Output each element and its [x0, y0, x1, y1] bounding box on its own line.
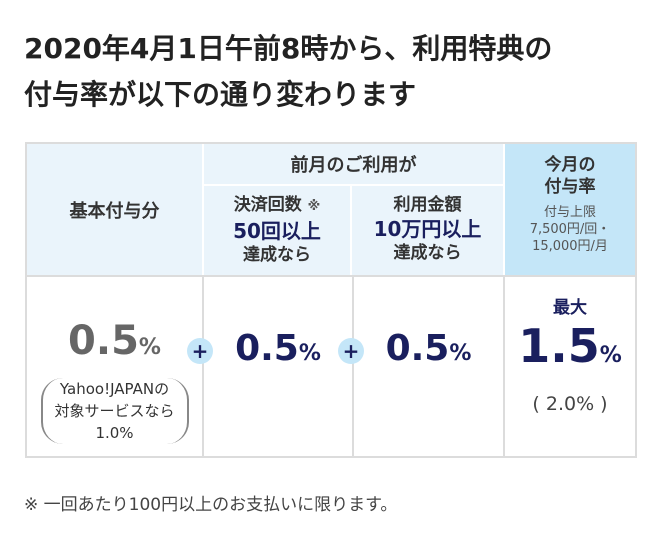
grant-limit-label: 付与上限 [505, 204, 635, 221]
page-headline: 2020年4月1日午前8時から、利用特典の 付与率が以下の通り変わります [24, 26, 639, 118]
percent-sign: % [600, 343, 622, 368]
yahoo-note-line-3: 1.0% [49, 422, 181, 444]
payment-count-condition: 達成なら [204, 244, 350, 266]
percent-sign: % [449, 341, 471, 366]
base-rate-cell: 0.5% Yahoo!JAPANの 対象サービスなら 1.0% [27, 275, 202, 456]
base-rate-value: 0.5 [68, 318, 139, 364]
plus-icon: + [187, 338, 213, 364]
usage-amount-header: 利用金額 10万円以上 達成なら [352, 186, 503, 275]
usage-amount-bonus-value: 0.5 [386, 328, 450, 369]
yahoo-max-rate: ( 2.0% ) [505, 393, 635, 415]
yahoo-note-line-1: Yahoo!JAPANの [49, 378, 181, 400]
base-rate-header-label: 基本付与分 [70, 197, 160, 223]
percent-sign: % [139, 335, 161, 360]
grant-limit-per-month: 15,000円/月 [505, 238, 635, 255]
usage-amount-threshold: 10万円以上 [352, 216, 503, 242]
footnote: ※ 一回あたり100円以上のお支払いに限ります。 [24, 490, 639, 515]
payment-count-header: 決済回数 ※ 50回以上 達成なら [202, 186, 352, 275]
yahoo-bonus-note: Yahoo!JAPANの 対象サービスなら 1.0% [41, 378, 189, 444]
yahoo-note-line-2: 対象サービスなら [49, 400, 181, 422]
usage-amount-condition: 達成なら [352, 242, 503, 264]
this-month-title-2: 付与率 [505, 176, 635, 198]
usage-amount-label: 利用金額 [352, 194, 503, 216]
base-rate-header: 基本付与分 [27, 144, 202, 275]
usage-amount-bonus-cell: 0.5% [352, 275, 503, 456]
max-label: 最大 [505, 297, 635, 319]
percent-sign: % [299, 341, 321, 366]
payment-count-bonus-cell: 0.5% [202, 275, 352, 456]
headline-line-2: 付与率が以下の通り変わります [24, 72, 639, 118]
reward-rate-table: 基本付与分 前月のご利用が 決済回数 ※ 50回以上 達成なら 利用金額 10万… [25, 142, 637, 458]
grant-limit-per-time: 7,500円/回・ [505, 221, 635, 238]
payment-count-threshold: 50回以上 [204, 218, 350, 244]
payment-count-label: 決済回数 [234, 195, 302, 215]
last-month-usage-header: 前月のご利用が [202, 144, 503, 186]
this-month-rate-header: 今月の 付与率 付与上限 7,500円/回・ 15,000円/月 [503, 144, 635, 275]
max-rate-value: 1.5 [518, 319, 600, 373]
plus-icon: + [338, 338, 364, 364]
grant-limit-info: 付与上限 7,500円/回・ 15,000円/月 [505, 204, 635, 255]
footnote-mark: ※ [308, 199, 321, 214]
headline-line-1: 2020年4月1日午前8時から、利用特典の [24, 26, 639, 72]
payment-count-bonus-value: 0.5 [235, 328, 299, 369]
this-month-title-1: 今月の [505, 154, 635, 176]
this-month-rate-cell: 最大 1.5% ( 2.0% ) [503, 275, 635, 456]
last-month-usage-label: 前月のご利用が [291, 151, 417, 177]
